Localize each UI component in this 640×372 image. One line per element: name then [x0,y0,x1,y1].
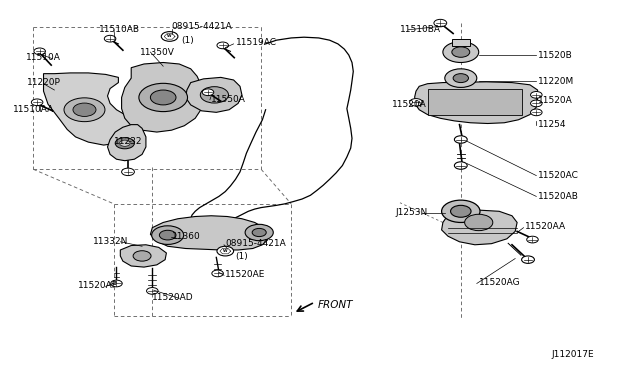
Bar [428,89,522,115]
Circle shape [465,214,493,231]
Circle shape [252,228,266,237]
Text: 11520AB: 11520AB [538,192,579,201]
Circle shape [64,98,105,122]
Text: 11254: 11254 [538,120,566,129]
Circle shape [133,251,151,261]
Circle shape [111,280,122,287]
Circle shape [161,32,178,41]
Circle shape [212,270,223,277]
Text: 08915-4421A: 08915-4421A [225,239,286,248]
Text: 11550A: 11550A [211,95,246,104]
Text: 11520A: 11520A [392,100,426,109]
Circle shape [34,48,45,55]
Text: 11520AF: 11520AF [78,281,118,290]
Polygon shape [150,216,269,250]
Polygon shape [122,62,204,132]
Circle shape [452,47,470,57]
Circle shape [454,162,467,169]
Circle shape [139,83,188,112]
Circle shape [410,99,422,106]
Circle shape [531,100,542,107]
Circle shape [202,89,214,96]
Polygon shape [108,125,146,161]
Text: J112017E: J112017E [552,350,595,359]
Text: 11520A: 11520A [538,96,572,105]
Circle shape [443,42,479,62]
Circle shape [531,92,542,98]
Polygon shape [120,245,166,267]
Circle shape [522,256,534,263]
Circle shape [104,35,116,42]
Circle shape [245,224,273,241]
Text: 11220M: 11220M [538,77,574,86]
Polygon shape [186,77,242,112]
Circle shape [120,140,130,146]
Text: 11519AC: 11519AC [236,38,276,47]
Circle shape [434,19,447,27]
Polygon shape [415,82,538,124]
Text: 11510BA: 11510BA [400,25,441,34]
Circle shape [527,236,538,243]
Text: 11510AA: 11510AA [13,105,54,114]
Circle shape [200,87,228,103]
Text: 11350V: 11350V [140,48,174,57]
Circle shape [531,109,542,116]
Text: (1): (1) [236,252,248,261]
Circle shape [152,226,184,244]
Text: 11520AA: 11520AA [525,222,566,231]
Circle shape [454,136,467,143]
Text: 11510AB: 11510AB [99,25,140,34]
Text: W: W [223,249,228,253]
Text: 11520AG: 11520AG [479,278,520,287]
Circle shape [159,230,176,240]
Circle shape [453,74,468,83]
Polygon shape [442,210,517,245]
Text: 11220P: 11220P [27,78,61,87]
Circle shape [73,103,96,116]
Text: J1253N: J1253N [396,208,428,217]
Text: FRONT: FRONT [317,300,353,310]
Bar [452,39,470,46]
Circle shape [451,205,471,217]
Circle shape [115,138,134,149]
Circle shape [147,288,158,294]
Circle shape [122,168,134,176]
Text: 11232: 11232 [114,137,143,146]
Text: 11520AC: 11520AC [538,171,579,180]
Text: 11332N: 11332N [93,237,128,246]
Polygon shape [44,73,133,145]
Text: W: W [167,35,172,38]
Circle shape [442,200,480,222]
Text: 11520AD: 11520AD [152,293,194,302]
Text: 11520AE: 11520AE [225,270,266,279]
Text: 11520B: 11520B [538,51,572,60]
Circle shape [217,42,228,49]
Circle shape [217,246,234,256]
Text: 11510A: 11510A [26,53,60,62]
Text: (1): (1) [181,36,194,45]
Text: 11360: 11360 [172,232,200,241]
Circle shape [31,99,43,106]
Circle shape [445,69,477,87]
Text: 08915-4421A: 08915-4421A [172,22,232,31]
Circle shape [150,90,176,105]
